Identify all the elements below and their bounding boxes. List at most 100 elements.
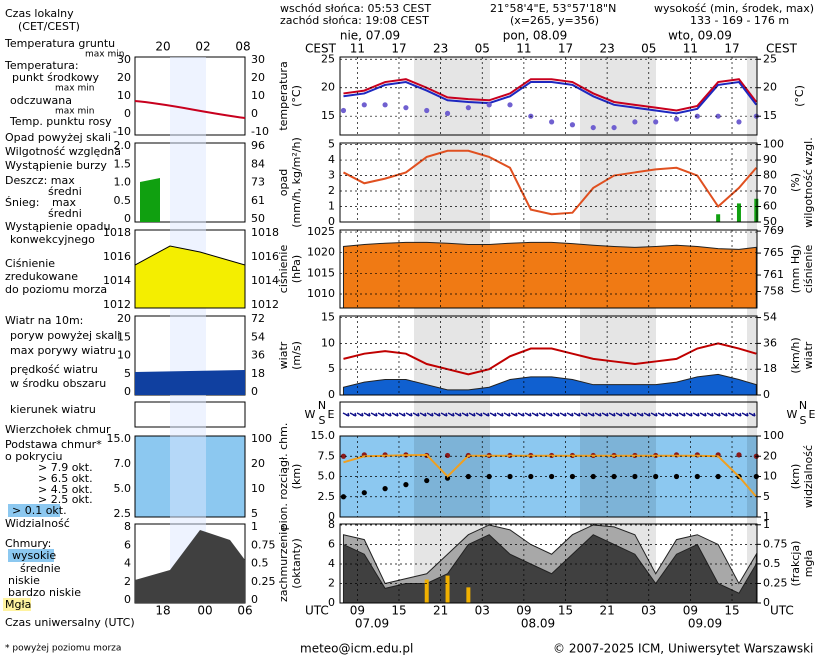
mini-tick-label: 0.25 <box>251 575 276 588</box>
y2-tick-label: 761 <box>763 268 784 281</box>
wind-arrow <box>377 412 385 417</box>
label: 18 <box>155 604 170 618</box>
y-axis-title: (km) <box>290 464 303 490</box>
mini-tick-label: 15 <box>117 330 131 343</box>
label: 11 <box>516 42 531 56</box>
mini-tick-label: 84 <box>251 157 265 170</box>
y-tick-label: 1025 <box>307 225 335 238</box>
label: © 2007-2025 ICM, Uniwersytet Warszawski <box>553 642 813 656</box>
y2-tick-label: 54 <box>763 311 777 324</box>
legend-label: zredukowane <box>5 270 78 283</box>
legend-label: poryw powyżej skali <box>10 329 120 342</box>
wind-arrow <box>685 412 693 417</box>
legend-label: Chmury: <box>5 537 51 550</box>
y-axis-title: (mm/h, kg/m²/h) <box>290 137 303 228</box>
wind-arrow <box>447 412 455 417</box>
legend-label: niskie <box>8 574 40 587</box>
y2-tick-label: 5 <box>763 490 770 503</box>
wind-arrow <box>545 412 553 417</box>
y2-tick-label: 10 <box>763 470 777 483</box>
mini-tick-label: 0 <box>124 107 131 120</box>
mini-tick-label: 1016 <box>103 250 131 263</box>
y-axis-title: temperatura <box>277 61 290 130</box>
wind-arrow <box>419 412 427 417</box>
label: 09.09 <box>688 617 722 631</box>
wind-arrow <box>636 412 644 417</box>
legend-label: Wilgotność względna <box>5 145 121 158</box>
wind-arrow <box>503 412 511 417</box>
mini-tick-label: 72 <box>251 312 265 325</box>
label: N <box>318 399 326 412</box>
mini-tick-label: 0 <box>124 593 131 606</box>
series-bar <box>716 214 721 222</box>
label: 07.09 <box>355 617 389 631</box>
y-axis-title: zachmurzenie <box>277 525 290 602</box>
wind-arrow <box>692 412 700 417</box>
wind-arrow <box>384 412 392 417</box>
series-dot <box>694 473 700 480</box>
wind-arrow <box>580 412 588 417</box>
series-line <box>343 80 758 115</box>
y2-axis-title: widzialność <box>802 445 815 508</box>
mini-tick-label: -10 <box>113 125 131 138</box>
legend-label: max min <box>55 107 94 117</box>
label: 06 <box>237 604 252 618</box>
series-dot <box>382 102 388 108</box>
series-dot <box>715 473 721 480</box>
y2-tick-label: 80 <box>763 169 777 182</box>
legend-label: Widzialność <box>5 517 70 530</box>
y-tick-label: 1015 <box>307 266 335 279</box>
label: 133 - 169 - 176 m <box>690 14 789 27</box>
mini-tick-label: 36 <box>251 349 265 362</box>
series-dot <box>403 105 409 111</box>
series-dot <box>340 494 347 500</box>
legend-label: Podstawa chmur* <box>5 438 102 451</box>
legend-label: > 0.1 okt. <box>12 504 67 517</box>
y2-tick-label: 50 <box>763 215 777 228</box>
legend-label: Temperatura gruntu <box>4 37 115 50</box>
series-dot <box>590 124 596 131</box>
mini-night <box>170 57 206 603</box>
y-tick-label: 3 <box>328 169 335 182</box>
mini-tick-label: 2.0 <box>114 139 132 152</box>
wind-arrow <box>629 412 637 417</box>
y-tick-label: 2.5 <box>318 490 336 503</box>
series-dot <box>424 477 430 484</box>
y-tick-label: 10 <box>321 336 335 349</box>
legend-label: Deszcz: max <box>5 174 75 187</box>
legend-box <box>3 598 31 611</box>
legend-label: o pokryciu <box>5 450 62 463</box>
mini-tick-label: 15.0 <box>107 432 132 445</box>
y-axis-title: (hPa) <box>290 255 303 283</box>
label: 21 <box>433 604 448 618</box>
legend-label: odczuwana <box>10 94 72 107</box>
label: 09 <box>350 604 365 618</box>
legend-label: Wierzchołek chmur <box>5 423 111 436</box>
legend-label: > 4.5 okt. <box>38 483 93 496</box>
mini-tick-label: 30 <box>251 53 265 66</box>
y-axis-title: (oktanty) <box>290 538 303 589</box>
label: 03 <box>475 604 490 618</box>
y-tick-label: 8 <box>328 518 335 531</box>
wind-arrow <box>608 412 616 417</box>
mini-tick-label: 0 <box>251 593 258 606</box>
y-tick-label: 25 <box>321 52 335 65</box>
mini-tick-label: 20 <box>251 71 265 84</box>
mini-tick-label: 10 <box>251 89 265 102</box>
mini-tick-label: 2.5 <box>114 507 132 520</box>
series-dot <box>694 113 700 119</box>
series-dot <box>403 482 409 488</box>
y-axis-title: pion. rozciągł. chm. <box>277 423 290 531</box>
wind-arrow <box>671 412 679 417</box>
wind-arrow <box>657 412 665 417</box>
panel-frame <box>339 56 758 136</box>
mini-tick-label: 96 <box>251 139 265 152</box>
series-dot <box>424 107 430 114</box>
series-dot <box>507 473 513 480</box>
mini-tick-label: 10 <box>117 89 131 102</box>
legend-label: Temp. punktu rosy <box>9 115 112 128</box>
series-dot <box>632 119 638 125</box>
label: 09 <box>516 604 531 618</box>
wind-arrow <box>454 412 462 417</box>
legend-label: prędkość wiatru <box>10 363 98 376</box>
